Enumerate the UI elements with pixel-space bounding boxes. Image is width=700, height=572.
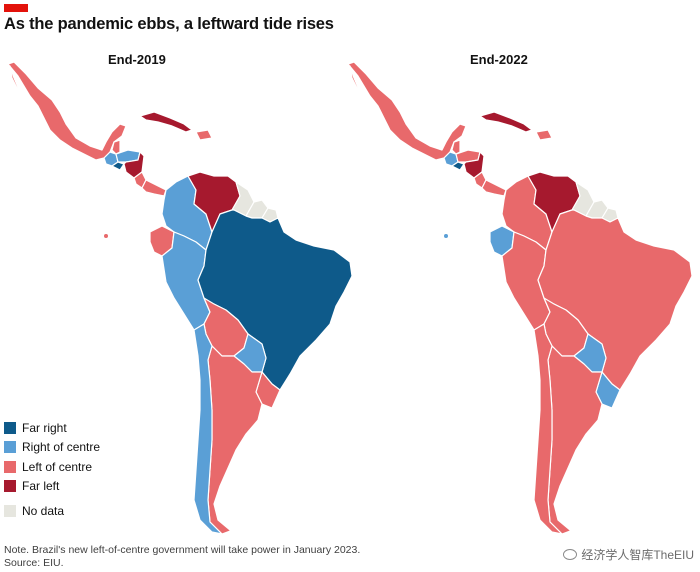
chart-title: As the pandemic ebbs, a leftward tide ri… bbox=[4, 15, 334, 33]
country-cuba bbox=[479, 111, 533, 133]
country-mexico bbox=[7, 61, 127, 161]
country-galapagos bbox=[444, 234, 448, 238]
map-2022 bbox=[347, 61, 693, 535]
country-cuba bbox=[139, 111, 193, 133]
country-chile bbox=[533, 323, 563, 535]
country-panama bbox=[141, 179, 167, 197]
map-label-2022: End-2022 bbox=[470, 52, 528, 67]
legend-label: Left of centre bbox=[22, 459, 93, 474]
country-mexico bbox=[347, 61, 467, 161]
watermark-text: 经济学人智库TheEIU bbox=[581, 548, 694, 562]
country-argentina bbox=[207, 345, 263, 535]
legend-swatch bbox=[4, 441, 16, 454]
legend-label: No data bbox=[22, 503, 65, 518]
legend-label: Far right bbox=[22, 420, 67, 435]
map-2019 bbox=[7, 61, 353, 535]
country-argentina bbox=[547, 345, 603, 535]
legend-item-right-of-centre: Right of centre bbox=[4, 438, 100, 458]
country-chile bbox=[193, 323, 223, 535]
wechat-icon bbox=[563, 549, 578, 560]
legend-item-far-right: Far right bbox=[4, 418, 100, 438]
country-galapagos bbox=[104, 234, 108, 238]
legend-item-far-left: Far left bbox=[4, 477, 100, 497]
country-panama bbox=[481, 179, 507, 197]
legend-label: Right of centre bbox=[22, 440, 101, 455]
legend-item-left-of-centre: Left of centre bbox=[4, 457, 100, 477]
brand-accent-bar bbox=[4, 4, 28, 12]
country-dominican-republic bbox=[195, 129, 213, 141]
legend-item-no-data: No data bbox=[4, 501, 100, 521]
legend-swatch bbox=[4, 460, 16, 473]
country-nicaragua bbox=[463, 151, 485, 179]
legend-label: Far left bbox=[22, 479, 60, 494]
legend: Far right Right of centre Left of centre… bbox=[4, 418, 100, 521]
legend-swatch bbox=[4, 504, 16, 517]
note-text: Note. Brazil's new left-of-centre govern… bbox=[4, 544, 361, 556]
footnotes: Note. Brazil's new left-of-centre govern… bbox=[4, 544, 360, 570]
country-dominican-republic bbox=[535, 129, 553, 141]
watermark: 经济学人智库TheEIU bbox=[563, 546, 694, 563]
legend-swatch bbox=[4, 421, 16, 434]
source-text: Source: EIU. bbox=[4, 557, 64, 569]
map-label-2019: End-2019 bbox=[108, 52, 166, 67]
legend-swatch bbox=[4, 480, 16, 493]
country-nicaragua bbox=[123, 151, 145, 179]
